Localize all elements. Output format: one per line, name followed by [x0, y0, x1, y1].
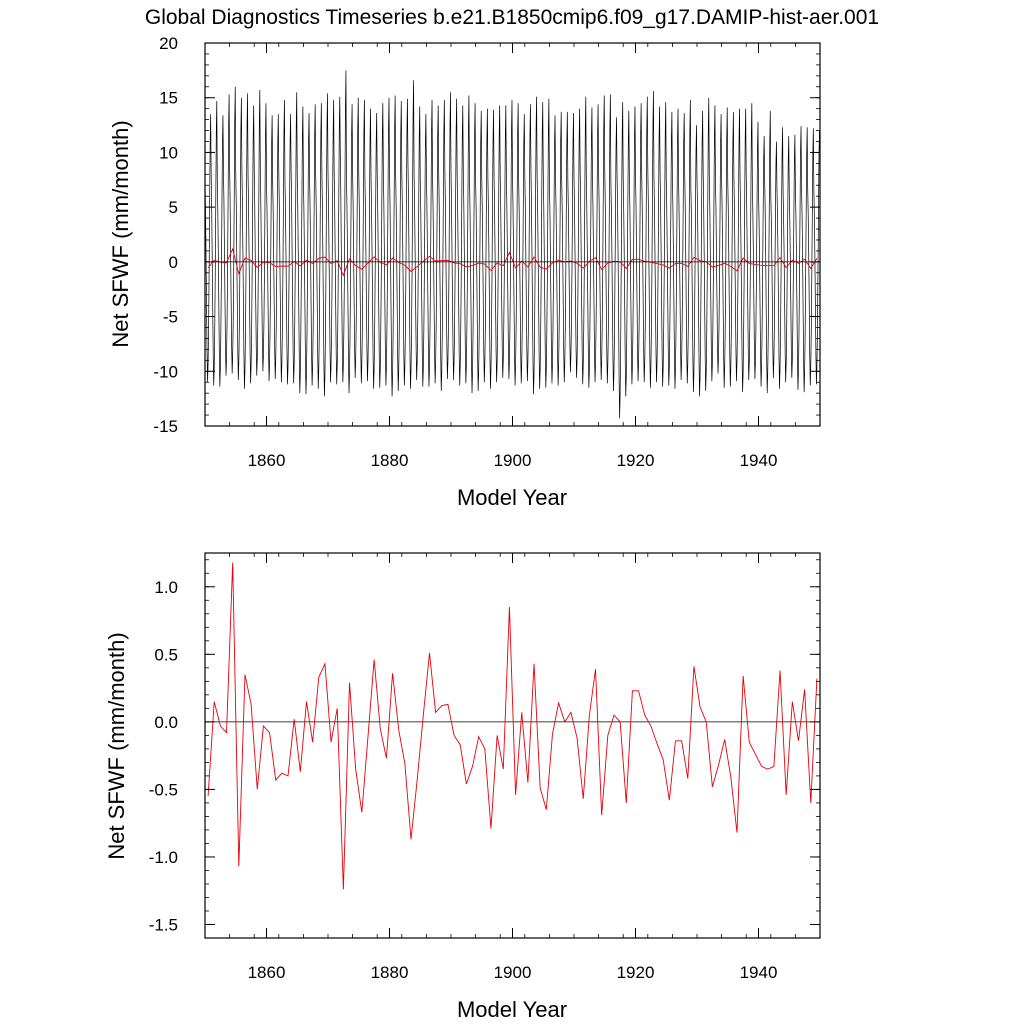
top-monthly-series — [204, 70, 820, 419]
top-panel: -15 -10 -5 0 5 10 15 20 1860 1880 1900 1920 1940 Mo… — [108, 34, 821, 510]
bottom-x-tick-label: 1940 — [740, 963, 778, 982]
bottom-annual-series — [207, 562, 818, 890]
bottom-y-tick-label: 1.0 — [154, 578, 178, 597]
bottom-y-tick-label: 0.0 — [154, 713, 178, 732]
top-x-tick-label: 1920 — [617, 451, 655, 470]
top-y-tick-label: -10 — [153, 362, 178, 381]
top-y-tick-label: -5 — [163, 308, 178, 327]
top-plot-frame — [204, 42, 821, 427]
bottom-x-tick-label: 1920 — [617, 963, 655, 982]
bottom-y-tick-label: -0.5 — [149, 780, 178, 799]
bottom-x-tick-label: 1860 — [248, 963, 286, 982]
bottom-y-tick-label: -1.0 — [149, 848, 178, 867]
bottom-panel: -1.5 -1.0 -0.5 0.0 0.5 1.0 1860 1880 1900 1920 19… — [104, 552, 821, 1022]
top-x-tick-label: 1860 — [248, 451, 286, 470]
top-x-ticks: 1860 1880 1900 1920 1940 — [204, 43, 821, 470]
bottom-y-axis-label: Net SFWF (mm/month) — [104, 632, 129, 859]
top-y-tick-label: 0 — [169, 253, 178, 272]
bottom-y-tick-label: 0.5 — [154, 645, 178, 664]
bottom-x-axis-label: Model Year — [457, 997, 567, 1022]
annual-mean-line — [207, 562, 818, 890]
top-y-tick-label: 10 — [159, 143, 178, 162]
top-x-tick-label: 1940 — [740, 451, 778, 470]
bottom-y-ticks: -1.5 -1.0 -0.5 0.0 0.5 1.0 — [149, 559, 820, 939]
figure-title: Global Diagnostics Timeseries b.e21.B185… — [145, 6, 879, 29]
top-x-tick-label: 1900 — [494, 451, 532, 470]
monthly-line — [204, 70, 820, 419]
top-x-axis-label: Model Year — [457, 485, 567, 510]
top-y-tick-label: -15 — [153, 417, 178, 436]
bottom-y-tick-label: -1.5 — [149, 915, 178, 934]
top-y-axis-label: Net SFWF (mm/month) — [108, 120, 133, 347]
top-y-ticks: -15 -10 -5 0 5 10 15 20 — [153, 34, 820, 436]
top-y-tick-label: 20 — [159, 34, 178, 53]
bottom-x-tick-label: 1880 — [371, 963, 409, 982]
bottom-x-tick-label: 1900 — [494, 963, 532, 982]
top-x-tick-label: 1880 — [371, 451, 409, 470]
top-y-tick-label: 5 — [169, 198, 178, 217]
bottom-x-ticks: 1860 1880 1900 1920 1940 — [204, 553, 821, 982]
top-y-tick-label: 15 — [159, 89, 178, 108]
